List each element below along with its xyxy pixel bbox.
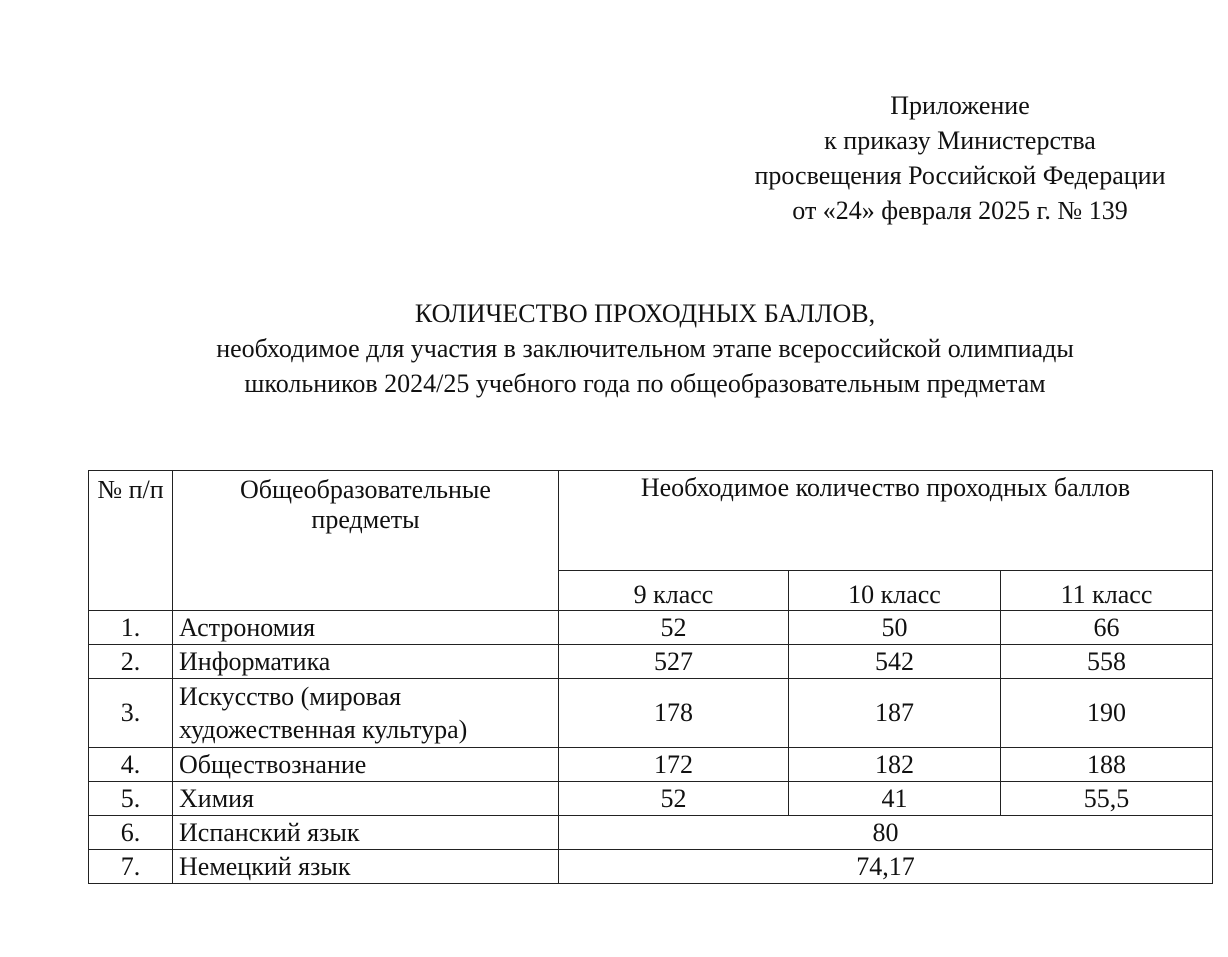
row-num: 4. xyxy=(88,747,173,782)
table-row: 7. Немецкий язык 74,17 xyxy=(88,849,1213,884)
row-score-grade-10: 182 xyxy=(788,747,1001,782)
row-score-grade-10: 41 xyxy=(788,781,1001,816)
row-num: 6. xyxy=(88,815,173,850)
appendix-line: просвещения Российской Федерации xyxy=(754,161,1166,190)
table-row: 2. Информатика 527 542 558 xyxy=(88,644,1213,679)
row-subject: Информатика xyxy=(172,644,559,679)
title-subtitle: необходимое для участия в заключительном… xyxy=(216,334,1074,363)
row-score-grade-11: 188 xyxy=(1000,747,1213,782)
header-grade-10: 10 класс xyxy=(788,570,1001,611)
title-subtitle: школьников 2024/25 учебного года по обще… xyxy=(244,369,1046,398)
row-num: 2. xyxy=(88,644,173,679)
header-grade-9: 9 класс xyxy=(558,570,789,611)
row-score-grade-10: 187 xyxy=(788,678,1001,748)
row-subject: Химия xyxy=(172,781,559,816)
header-grade-11: 11 класс xyxy=(1000,570,1213,611)
row-score-grade-11: 55,5 xyxy=(1000,781,1213,816)
row-score-grade-9: 527 xyxy=(558,644,789,679)
row-score-grade-11: 66 xyxy=(1000,610,1213,645)
row-subject: Астрономия xyxy=(172,610,559,645)
row-score-grade-11: 558 xyxy=(1000,644,1213,679)
header-scores: Необходимое количество проходных баллов xyxy=(558,470,1213,571)
table-row: 5. Химия 52 41 55,5 xyxy=(88,781,1213,816)
row-score-grade-10: 542 xyxy=(788,644,1001,679)
row-score-grade-11: 190 xyxy=(1000,678,1213,748)
header-num: № п/п xyxy=(88,470,173,611)
row-num: 3. xyxy=(88,678,173,748)
document-title: КОЛИЧЕСТВО ПРОХОДНЫХ БАЛЛОВ, необходимое… xyxy=(80,296,1210,401)
row-subject: Обществознание xyxy=(172,747,559,782)
table-row: 6. Испанский язык 80 xyxy=(88,815,1213,850)
title-heading: КОЛИЧЕСТВО ПРОХОДНЫХ БАЛЛОВ, xyxy=(414,299,876,328)
row-score-all: 74,17 xyxy=(558,849,1213,884)
row-subject: Искусство (мировая художественная культу… xyxy=(172,678,559,748)
scores-table: № п/п Общеобразовательные предметы Необх… xyxy=(88,470,1213,884)
row-subject: Испанский язык xyxy=(172,815,559,850)
appendix-header: Приложение к приказу Министерства просве… xyxy=(700,88,1220,228)
row-score-grade-9: 172 xyxy=(558,747,789,782)
row-score-grade-10: 50 xyxy=(788,610,1001,645)
table-row: 3. Искусство (мировая художественная куль… xyxy=(88,678,1213,748)
appendix-line: к приказу Министерства xyxy=(824,126,1096,155)
row-subject: Немецкий язык xyxy=(172,849,559,884)
row-score-grade-9: 178 xyxy=(558,678,789,748)
row-score-grade-9: 52 xyxy=(558,610,789,645)
header-subject: Общеобразовательные предметы xyxy=(172,470,559,611)
row-score-all: 80 xyxy=(558,815,1213,850)
table-row: 4. Обществознание 172 182 188 xyxy=(88,747,1213,782)
appendix-line: от «24» февраля 2025 г. № 139 xyxy=(792,196,1128,225)
row-num: 1. xyxy=(88,610,173,645)
appendix-line: Приложение xyxy=(890,91,1030,120)
row-num: 7. xyxy=(88,849,173,884)
row-num: 5. xyxy=(88,781,173,816)
table-row: 1. Астрономия 52 50 66 xyxy=(88,610,1213,645)
row-score-grade-9: 52 xyxy=(558,781,789,816)
